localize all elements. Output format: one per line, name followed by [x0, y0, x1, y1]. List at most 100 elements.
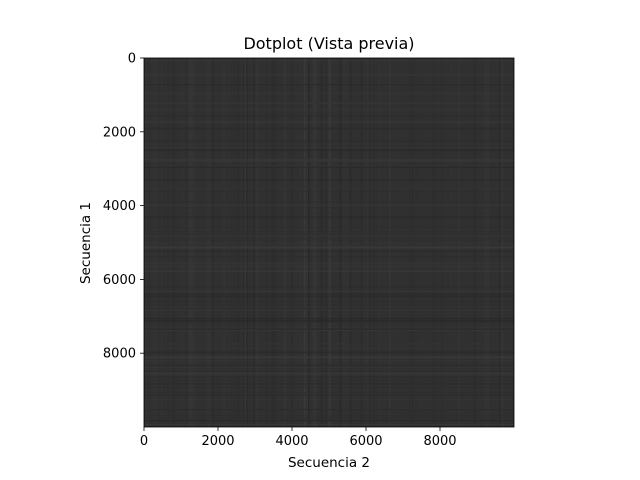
texture-stripe-h — [144, 366, 514, 368]
texture-stripe-v — [165, 58, 166, 427]
y-tick-label: 8000 — [103, 347, 136, 362]
texture-stripe-h — [144, 187, 514, 190]
texture-stripe-h — [144, 190, 514, 192]
texture-stripe-v — [293, 58, 295, 427]
texture-stripe-v — [313, 58, 316, 427]
texture-stripe-h — [144, 186, 514, 188]
texture-stripe-v — [205, 58, 207, 427]
texture-stripe-h — [144, 201, 514, 203]
texture-stripe-h — [144, 227, 514, 229]
y-tick-label: 6000 — [103, 273, 136, 288]
texture-stripe-v — [349, 58, 352, 427]
texture-stripe-h — [144, 161, 514, 162]
texture-stripe-h — [144, 318, 514, 320]
texture-stripe-v — [339, 58, 341, 427]
texture-stripe-v — [409, 58, 411, 427]
texture-stripe-v — [223, 58, 225, 427]
texture-stripe-h — [144, 371, 514, 373]
texture-stripe-v — [329, 58, 332, 427]
chart-title: Dotplot (Vista previa) — [243, 34, 414, 53]
texture-stripe-v — [339, 58, 342, 427]
y-tick-label: 0 — [128, 52, 136, 67]
texture-stripe-h — [144, 408, 514, 411]
texture-stripe-v — [302, 58, 305, 427]
texture-stripe-h — [144, 159, 514, 162]
texture-stripe-h — [144, 204, 514, 207]
texture-stripe-v — [209, 58, 210, 427]
texture-stripe-v — [412, 58, 414, 427]
texture-stripe-v — [306, 58, 308, 427]
texture-stripe-v — [253, 58, 256, 427]
texture-stripe-h — [144, 320, 514, 322]
texture-stripe-v — [325, 58, 327, 427]
texture-stripe-h — [144, 393, 514, 396]
texture-stripe-v — [304, 58, 306, 427]
texture-stripe-h — [144, 141, 514, 144]
texture-stripe-h — [144, 158, 514, 161]
texture-stripe-h — [144, 140, 514, 142]
texture-stripe-v — [206, 58, 209, 427]
texture-stripe-h — [144, 247, 514, 248]
texture-stripe-h — [144, 242, 514, 244]
texture-stripe-h — [144, 164, 514, 167]
texture-stripe-v — [457, 58, 460, 427]
texture-stripe-h — [144, 351, 514, 354]
texture-stripe-v — [474, 58, 477, 427]
texture-stripe-v — [257, 58, 260, 427]
x-tick-label: 0 — [140, 434, 148, 449]
texture-stripe-h — [144, 374, 514, 376]
texture-stripe-v — [369, 58, 371, 427]
texture-stripe-v — [242, 58, 245, 427]
texture-stripe-v — [320, 58, 323, 427]
texture-stripe-v — [246, 58, 248, 427]
texture-stripe-v — [386, 58, 387, 427]
texture-stripe-h — [144, 399, 514, 401]
texture-stripe-v — [172, 58, 175, 427]
texture-stripe-h — [144, 73, 514, 76]
texture-stripe-v — [387, 58, 389, 427]
texture-stripe-v — [193, 58, 195, 427]
texture-stripe-h — [144, 67, 514, 69]
texture-stripe-h — [144, 93, 514, 95]
texture-stripe-v — [345, 58, 348, 427]
texture-stripe-h — [144, 108, 514, 110]
texture-stripe-h — [144, 91, 514, 94]
texture-stripe-v — [153, 58, 154, 427]
texture-stripe-h — [144, 146, 514, 149]
texture-stripe-h — [144, 307, 514, 310]
texture-stripe-h — [144, 293, 514, 295]
texture-stripe-v — [377, 58, 379, 427]
texture-stripe-h — [144, 231, 514, 233]
texture-stripe-h — [144, 393, 514, 394]
texture-stripe-v — [445, 58, 447, 427]
y-tick-label: 4000 — [103, 199, 136, 214]
texture-stripe-v — [388, 58, 391, 427]
texture-stripe-v — [361, 58, 363, 427]
texture-stripe-h — [144, 356, 514, 359]
texture-stripe-v — [283, 58, 286, 427]
texture-stripe-v — [149, 58, 150, 427]
texture-stripe-v — [191, 58, 193, 427]
texture-stripe-h — [144, 360, 514, 362]
texture-stripe-h — [144, 109, 514, 111]
texture-stripe-h — [144, 304, 514, 306]
plot-frame — [143, 57, 515, 428]
texture-stripe-h — [144, 262, 514, 264]
texture-stripe-h — [144, 244, 514, 247]
texture-stripe-v — [174, 58, 175, 427]
texture-stripe-v — [367, 58, 369, 427]
texture-stripe-h — [144, 348, 514, 349]
y-axis-label: Secuencia 1 — [78, 202, 94, 284]
texture-stripe-h — [144, 364, 514, 367]
texture-stripe-v — [183, 58, 185, 427]
texture-stripe-h — [144, 59, 514, 62]
texture-stripe-v — [501, 58, 504, 427]
texture-stripe-v — [193, 58, 196, 427]
texture-stripe-v — [499, 58, 501, 427]
texture-stripe-h — [144, 108, 514, 110]
texture-stripe-v — [233, 58, 236, 427]
texture-stripe-h — [144, 287, 514, 289]
texture-stripe-v — [310, 58, 313, 427]
